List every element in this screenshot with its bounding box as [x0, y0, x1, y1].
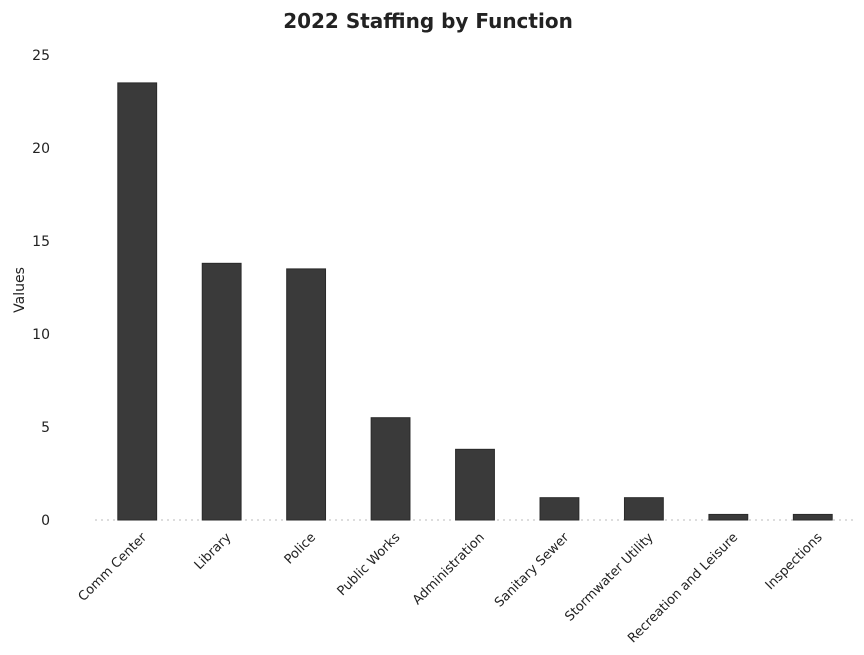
x-category-label: Sanitary Sewer [492, 530, 573, 611]
y-tick-label: 10 [32, 327, 50, 343]
x-category-label: Comm Center [76, 530, 151, 605]
bar-library [201, 262, 242, 521]
x-category-label: Inspections [763, 530, 826, 593]
x-category-label: Administration [410, 530, 488, 608]
y-tick-label: 20 [32, 141, 50, 157]
x-category-label: Stormwater Utility [562, 530, 657, 625]
bar-administration [455, 448, 495, 521]
bar-recreation-and-leisure [708, 513, 749, 521]
x-category-label: Police [282, 530, 319, 567]
chart-title: 2022 Staffing by Function [283, 9, 573, 33]
y-tick-label: 15 [32, 234, 50, 250]
y-tick-label: 25 [32, 48, 50, 64]
y-tick-label: 0 [41, 513, 50, 529]
bar-sanitary-sewer [539, 497, 580, 521]
bars [117, 82, 833, 521]
bar-stormwater-utility [623, 497, 664, 521]
x-category-label: Library [192, 530, 235, 573]
y-axis-label: Values [12, 267, 28, 313]
bar-inspections [792, 513, 833, 521]
bar-police [286, 268, 327, 521]
bar-public-works [370, 417, 411, 521]
x-axis-category-labels: Comm Center Library Police Public Works Admi… [76, 530, 826, 646]
y-tick-label: 5 [41, 420, 50, 436]
x-category-label: Public Works [335, 530, 404, 599]
y-axis-ticks: 0 5 10 15 20 25 [32, 48, 50, 529]
bar-comm-center [117, 82, 158, 521]
